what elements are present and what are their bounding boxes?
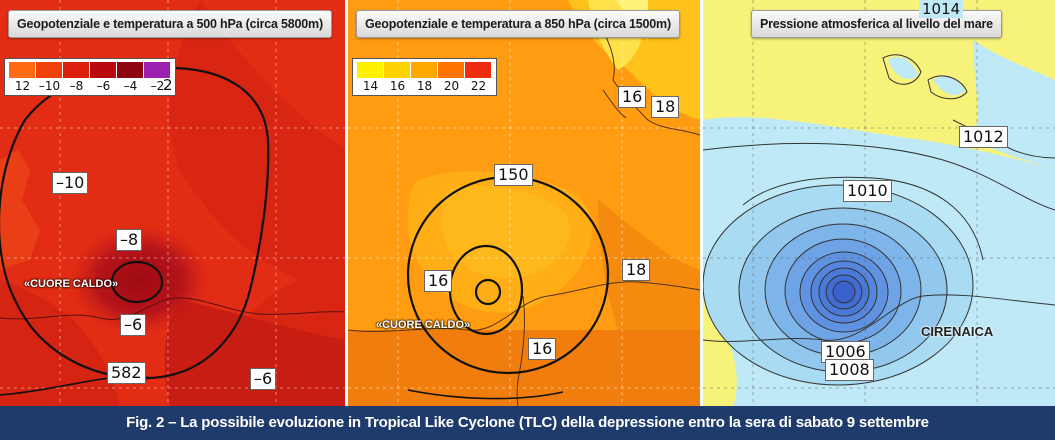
annotation-cuore-caldo-500: «CUORE CALDO» (24, 278, 119, 290)
legend-tick-label: 14 (362, 79, 379, 93)
legend-swatch (438, 62, 465, 78)
figure-caption: Fig. 2 – La possibile evoluzione in Trop… (0, 406, 1055, 440)
map-mslp (703, 0, 1055, 406)
temp-label-16-b: 16 (528, 338, 557, 360)
panel-title-850hpa: Geopotenziale e temperatura a 850 hPa (c… (356, 10, 680, 38)
temp-label-minus6-b: –6 (250, 368, 277, 390)
pressure-label-1014: 1014 (919, 0, 964, 18)
legend-tick-label: 12 (14, 79, 31, 93)
legend-tick-label: 18 (416, 79, 433, 93)
contour-label-edge: 2 (163, 76, 173, 94)
legend-tick-label: 16 (389, 79, 406, 93)
panel-mslp: Pressione atmosferica al livello del mar… (703, 0, 1055, 406)
legend-swatch (9, 62, 36, 78)
region-label-cirenaica: CIRENAICA (921, 324, 994, 339)
temp-label-18-b: 18 (651, 96, 680, 118)
annotation-cuore-caldo-850: «CUORE CALDO» (376, 319, 471, 331)
legend-tick-label: –2 (150, 79, 165, 93)
panel-divider (345, 0, 348, 406)
geopotential-label-150: 150 (494, 164, 533, 186)
geopotential-label-582: 582 (107, 362, 146, 384)
temp-label-16-c: 16 (618, 86, 647, 108)
legend-850hpa: 14 16 18 20 22 (352, 58, 497, 96)
legend-tick-label: 20 (443, 79, 460, 93)
legend-swatches (357, 62, 492, 78)
legend-swatch (357, 62, 384, 78)
legend-tick-label: –6 (96, 79, 111, 93)
legend-tick-label: –8 (69, 79, 84, 93)
temp-label-minus8: –8 (116, 229, 143, 251)
legend-swatch (144, 62, 171, 78)
temp-label-minus10: –10 (52, 172, 89, 194)
pressure-label-1010: 1010 (843, 180, 892, 202)
temp-label-16-a: 16 (424, 270, 453, 292)
legend-swatches (9, 62, 171, 78)
legend-500hpa: 12 –10 –8 –6 –4 –2 (4, 58, 176, 96)
panel-divider (700, 0, 703, 406)
legend-tick-label: 22 (470, 79, 487, 93)
panel-500hpa: Geopotenziale e temperatura a 500 hPa (c… (0, 0, 346, 406)
legend-ticks: 14 16 18 20 22 (357, 79, 492, 93)
temp-label-minus6: –6 (120, 314, 147, 336)
pressure-label-1008: 1008 (825, 359, 874, 381)
legend-swatch (90, 62, 117, 78)
legend-swatch (117, 62, 144, 78)
legend-tick-label: –10 (38, 79, 61, 93)
temp-label-18-a: 18 (622, 259, 651, 281)
pressure-label-1012: 1012 (959, 126, 1008, 148)
legend-tick-label: –4 (123, 79, 138, 93)
panel-850hpa: Geopotenziale e temperatura a 850 hPa (c… (348, 0, 700, 406)
legend-swatch (465, 62, 492, 78)
legend-swatch (63, 62, 90, 78)
panel-title-500hpa: Geopotenziale e temperatura a 500 hPa (c… (8, 10, 332, 38)
legend-swatch (36, 62, 63, 78)
legend-swatch (411, 62, 438, 78)
panel-title-mslp: Pressione atmosferica al livello del mar… (751, 10, 1002, 38)
legend-swatch (384, 62, 411, 78)
legend-ticks: 12 –10 –8 –6 –4 –2 (9, 79, 171, 93)
